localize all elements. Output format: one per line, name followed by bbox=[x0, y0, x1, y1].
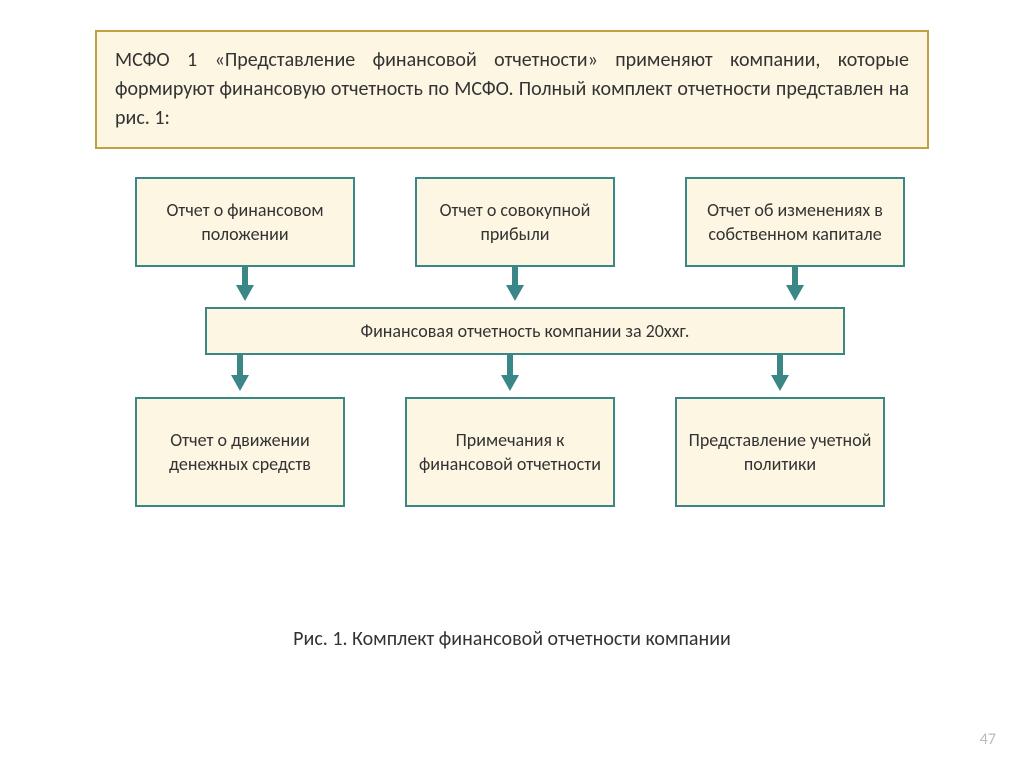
arrow-stem bbox=[237, 355, 243, 375]
node-comprehensive-income: Отчет о совокупной прибыли bbox=[415, 177, 615, 267]
node-label: Отчет о совокупной прибыли bbox=[425, 198, 605, 247]
figure-caption: Рис. 1. Комплект финансовой отчетности к… bbox=[95, 627, 929, 651]
arrow-down-icon bbox=[236, 285, 254, 301]
intro-text-box: МСФО 1 «Представление финансовой отчетно… bbox=[95, 30, 929, 149]
arrow-down-icon bbox=[506, 285, 524, 301]
node-label: Отчет о движении денежных средств bbox=[145, 428, 335, 477]
node-label: Представление учетной политики bbox=[685, 428, 875, 477]
node-label: Отчет о финансовом положении bbox=[145, 198, 345, 247]
page-number: 47 bbox=[980, 730, 996, 749]
arrow-stem bbox=[242, 267, 248, 285]
node-label: Финансовая отчетность компании за 20ххг. bbox=[361, 319, 690, 343]
node-equity-changes: Отчет об изменениях в собственном капита… bbox=[685, 177, 905, 267]
arrow-down-icon bbox=[786, 285, 804, 301]
node-financial-position: Отчет о финансовом положении bbox=[135, 177, 355, 267]
arrow-down-icon bbox=[771, 375, 789, 391]
node-notes: Примечания к финансовой отчетности bbox=[405, 397, 615, 507]
arrow-stem bbox=[507, 355, 513, 375]
node-label: Отчет об изменениях в собственном капита… bbox=[695, 198, 895, 247]
arrow-down-icon bbox=[231, 375, 249, 391]
caption-text: Рис. 1. Комплект финансовой отчетности к… bbox=[293, 627, 731, 651]
arrow-stem bbox=[777, 355, 783, 375]
arrow-stem bbox=[512, 267, 518, 285]
node-accounting-policy: Представление учетной политики bbox=[675, 397, 885, 507]
page-number-text: 47 bbox=[980, 730, 996, 749]
node-financial-statements: Финансовая отчетность компании за 20ххг. bbox=[205, 307, 845, 355]
intro-text: МСФО 1 «Представление финансовой отчетно… bbox=[115, 48, 909, 130]
arrow-down-icon bbox=[501, 375, 519, 391]
node-label: Примечания к финансовой отчетности bbox=[415, 428, 605, 477]
arrow-stem bbox=[792, 267, 798, 285]
node-cash-flow: Отчет о движении денежных средств bbox=[135, 397, 345, 507]
flowchart-diagram: Отчет о финансовом положении Отчет о сов… bbox=[95, 177, 929, 597]
